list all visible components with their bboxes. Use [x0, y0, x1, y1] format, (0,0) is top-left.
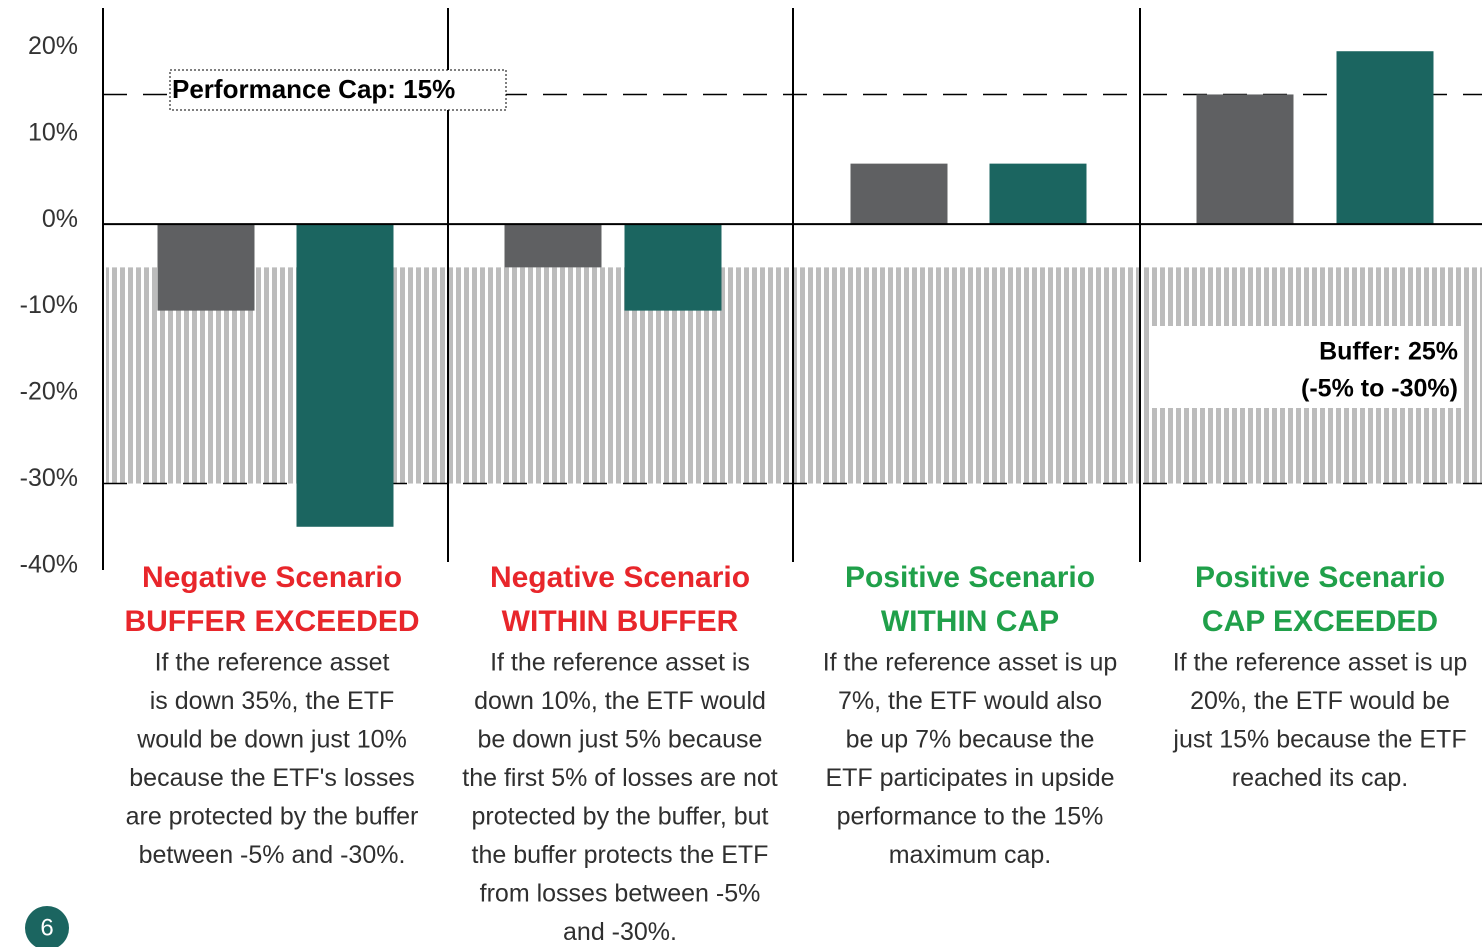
scenario-text: reached its cap.	[1232, 764, 1409, 792]
scenario-text: maximum cap.	[889, 841, 1052, 869]
scenario-text: 20%, the ETF would be	[1190, 687, 1450, 715]
scenario-text: the buffer protects the ETF	[472, 841, 769, 869]
scenario-text: be up 7% because the	[846, 726, 1095, 754]
scenario-text: would be down just 10%	[136, 726, 407, 754]
y-tick-label: 10%	[28, 118, 78, 146]
buffer-label: Buffer: 25%	[1319, 338, 1458, 366]
scenario-text: 7%, the ETF would also	[838, 687, 1102, 715]
scenario-title: BUFFER EXCEEDED	[124, 605, 419, 638]
scenario-text: If the reference asset	[155, 649, 390, 677]
scenario-text: If the reference asset is up	[823, 649, 1118, 677]
scenario-text: down 10%, the ETF would	[474, 687, 766, 715]
scenario-text: between -5% and -30%.	[139, 841, 406, 869]
scenario-title: Positive Scenario	[845, 561, 1095, 594]
scenario-text: just 15% because the ETF	[1172, 726, 1466, 754]
scenario-text: If the reference asset is up	[1173, 649, 1468, 677]
buffer-label: (-5% to -30%)	[1301, 375, 1458, 403]
bar	[624, 224, 722, 311]
scenario-text: If the reference asset is	[490, 649, 750, 677]
cap-label: Performance Cap: 15%	[172, 74, 455, 104]
page-number: 6	[40, 914, 53, 941]
scenario-text: be down just 5% because	[478, 726, 763, 754]
y-tick-label: -40%	[20, 551, 78, 579]
cap-label-box	[169, 69, 507, 111]
scenario-text: ETF participates in upside	[825, 764, 1114, 792]
buffer-label-box	[1152, 326, 1462, 408]
y-tick-label: -30%	[20, 464, 78, 492]
scenario-text: protected by the buffer, but	[472, 803, 769, 831]
bar	[989, 163, 1087, 225]
y-tick-label: -10%	[20, 291, 78, 319]
scenario-text: is down 35%, the ETF	[150, 687, 395, 715]
scenario-text: and -30%.	[563, 918, 677, 946]
scenario-title: Negative Scenario	[142, 561, 402, 594]
y-tick-label: -20%	[20, 378, 78, 406]
scenario-title: Positive Scenario	[1195, 561, 1445, 594]
bar	[157, 224, 255, 311]
bar	[296, 224, 394, 527]
scenario-text: performance to the 15%	[837, 803, 1104, 831]
scenario-text: are protected by the buffer	[126, 803, 419, 831]
y-tick-label: 0%	[42, 205, 78, 233]
bar	[850, 163, 948, 225]
scenario-title: WITHIN CAP	[881, 605, 1059, 638]
bar	[1196, 94, 1294, 225]
bar	[504, 224, 602, 268]
scenario-text: because the ETF's losses	[129, 764, 414, 792]
scenario-title: Negative Scenario	[490, 561, 750, 594]
page-badge	[25, 906, 69, 947]
scenario-title: CAP EXCEEDED	[1202, 605, 1438, 638]
scenario-text: the first 5% of losses are not	[462, 764, 777, 792]
scenario-title: WITHIN BUFFER	[502, 605, 739, 638]
y-tick-label: 20%	[28, 32, 78, 60]
scenario-text: from losses between -5%	[480, 880, 761, 908]
bar	[1336, 51, 1434, 225]
